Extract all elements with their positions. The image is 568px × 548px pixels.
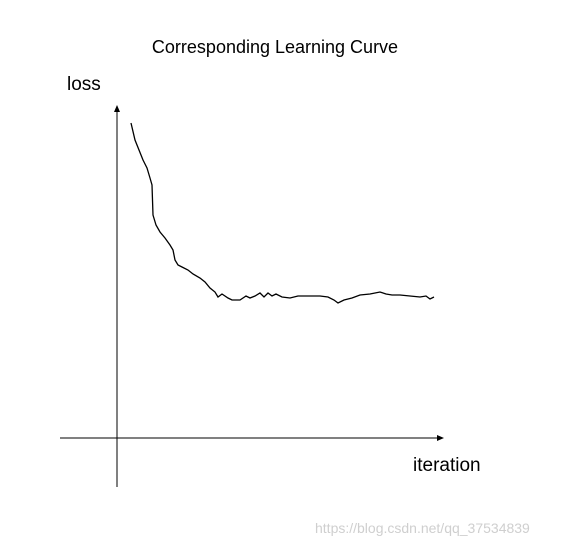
y-axis-label: loss (67, 74, 101, 95)
loss-curve (130, 122, 435, 304)
x-axis-label: iteration (413, 455, 481, 476)
watermark: https://blog.csdn.net/qq_37534839 (315, 520, 530, 536)
title: Corresponding Learning Curve (152, 37, 398, 57)
